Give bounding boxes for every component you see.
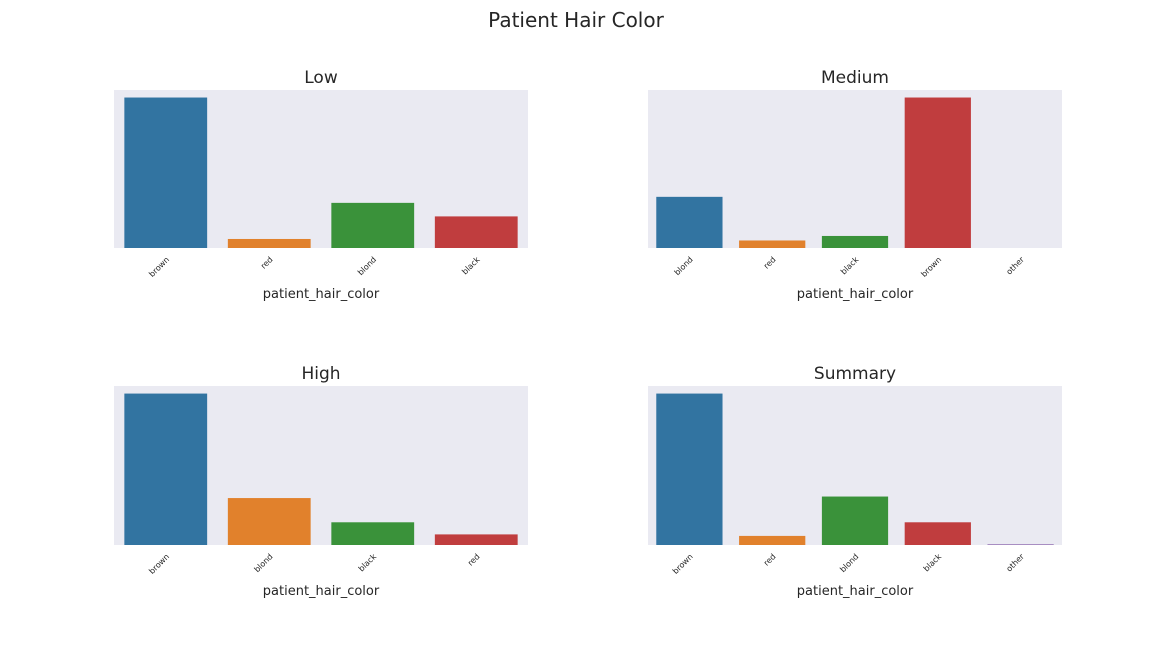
bar-red xyxy=(434,534,518,545)
x-tick-label: red xyxy=(762,255,778,271)
x-tick-label: brown xyxy=(919,255,943,279)
bar-blond xyxy=(656,196,723,248)
x-tick-label: blond xyxy=(253,552,275,574)
bar-red xyxy=(739,240,806,248)
bar-black xyxy=(904,522,971,545)
x-tick-label: blond xyxy=(838,552,860,574)
subplot-medium: blond red black brown other Medium patient_hai… xyxy=(648,68,1062,302)
x-tick-label: black xyxy=(922,552,944,574)
subplot-title: High xyxy=(301,364,340,384)
x-tick-label: red xyxy=(259,255,275,271)
bar-blond xyxy=(331,202,415,248)
subplot-low: brown red blond black Low patient_hair_color xyxy=(114,68,528,302)
subplot-title: Medium xyxy=(821,68,889,88)
x-tick-label: brown xyxy=(147,552,171,576)
subplot-title: Low xyxy=(304,68,338,88)
x-tick-label: black xyxy=(460,255,482,277)
bar-black xyxy=(821,235,889,248)
subplot-title: Summary xyxy=(814,364,896,384)
bar-red xyxy=(739,535,806,545)
x-tick-label: red xyxy=(466,552,482,568)
x-tick-label: other xyxy=(1005,255,1027,277)
x-tick-label: brown xyxy=(671,552,695,576)
x-tick-label: black xyxy=(839,255,861,277)
bar-brown xyxy=(904,97,971,249)
subplot-summary: brown red blond black other Summary patient_ha… xyxy=(648,364,1062,599)
x-tick-label: brown xyxy=(147,255,171,279)
bar-brown xyxy=(656,393,723,545)
x-axis-label: patient_hair_color xyxy=(263,287,380,302)
x-tick-label: blond xyxy=(673,255,695,277)
bar-blond xyxy=(821,496,889,545)
x-axis-label: patient_hair_color xyxy=(797,584,914,599)
x-tick-label: other xyxy=(1005,552,1027,574)
subplot-high: brown blond black red High patient_hair_color xyxy=(114,364,528,599)
figure-title: Patient Hair Color xyxy=(488,8,664,32)
x-tick-label: red xyxy=(762,552,778,568)
x-axis-label: patient_hair_color xyxy=(797,287,914,302)
bar-black xyxy=(434,216,518,248)
bar-brown xyxy=(124,393,208,545)
x-tick-label: blond xyxy=(356,255,378,277)
bar-brown xyxy=(124,97,208,249)
bar-red xyxy=(227,238,311,248)
bar-other xyxy=(987,544,1054,545)
x-axis-label: patient_hair_color xyxy=(263,584,380,599)
bar-blond xyxy=(227,498,311,545)
bar-black xyxy=(331,522,415,545)
x-tick-label: black xyxy=(357,552,379,574)
